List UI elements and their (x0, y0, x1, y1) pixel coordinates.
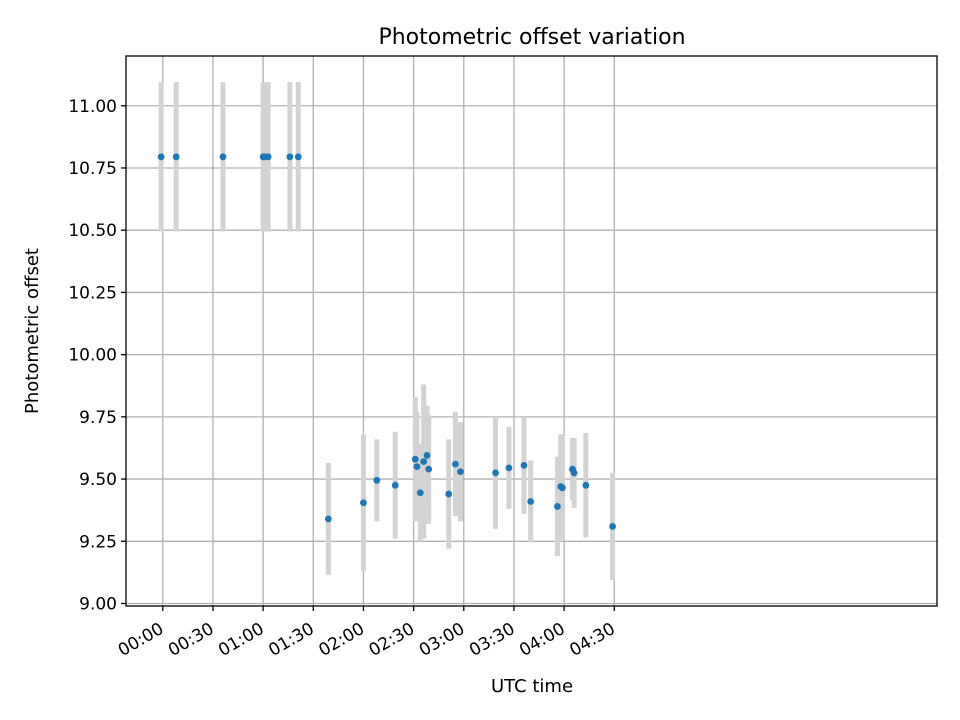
x-tick-label: 04:00 (516, 619, 568, 661)
data-point (157, 153, 165, 161)
data-point (360, 499, 367, 507)
data-point (423, 452, 431, 459)
data-point (286, 153, 294, 161)
data-point (570, 469, 578, 477)
y-tick-label: 10.25 (68, 283, 117, 303)
x-axis-ticks: 00:0000:3001:0001:3002:0002:3003:0003:30… (115, 606, 619, 661)
data-point (420, 458, 428, 466)
x-tick-label: 01:30 (265, 619, 317, 661)
y-tick-label: 10.75 (68, 159, 117, 179)
data-point (452, 460, 459, 468)
data-point (554, 503, 561, 510)
data-point (413, 463, 421, 471)
data-point (457, 468, 464, 476)
data-point (219, 153, 227, 161)
x-tick-label: 02:30 (366, 619, 418, 661)
x-tick-label: 04:30 (566, 619, 618, 661)
data-point (445, 490, 453, 498)
data-point (582, 481, 590, 489)
x-tick-label: 03:00 (416, 619, 468, 661)
data-point (172, 153, 180, 161)
data-point (505, 464, 513, 472)
error-bars (158, 82, 616, 580)
data-point (264, 153, 272, 161)
y-axis-ticks: 9.00 9.25 9.50 9.75 10.00 10.25 10.50 10.75 11.0… (68, 97, 126, 615)
data-point (492, 469, 499, 477)
data-point (559, 484, 566, 492)
data-point (391, 481, 399, 489)
x-tick-label: 02:00 (316, 619, 368, 661)
x-axis-label: UTC time (491, 676, 573, 697)
data-point (425, 465, 433, 473)
data-point (411, 455, 419, 463)
data-point (609, 522, 616, 530)
x-tick-label: 00:00 (115, 619, 167, 661)
y-tick-label: 9.00 (79, 595, 117, 615)
data-point (520, 461, 528, 469)
x-tick-label: 00:30 (165, 619, 217, 661)
data-point (373, 476, 381, 484)
data-point (416, 489, 424, 497)
data-point (527, 498, 535, 505)
y-tick-label: 10.00 (68, 346, 117, 366)
plot-frame (125, 55, 938, 607)
data-point (294, 153, 302, 161)
data-points (157, 153, 616, 530)
y-tick-label: 10.50 (68, 221, 117, 241)
x-tick-label: 01:00 (215, 619, 267, 661)
chart-title: Photometric offset variation (378, 25, 685, 50)
y-axis-label: Photometric offset (22, 248, 43, 414)
y-tick-label: 9.25 (79, 532, 117, 552)
x-tick-label: 03:30 (466, 619, 518, 661)
data-point (324, 515, 332, 523)
y-tick-label: 9.75 (79, 408, 117, 428)
y-tick-label: 9.50 (79, 470, 117, 490)
y-tick-label: 11.00 (68, 97, 117, 117)
